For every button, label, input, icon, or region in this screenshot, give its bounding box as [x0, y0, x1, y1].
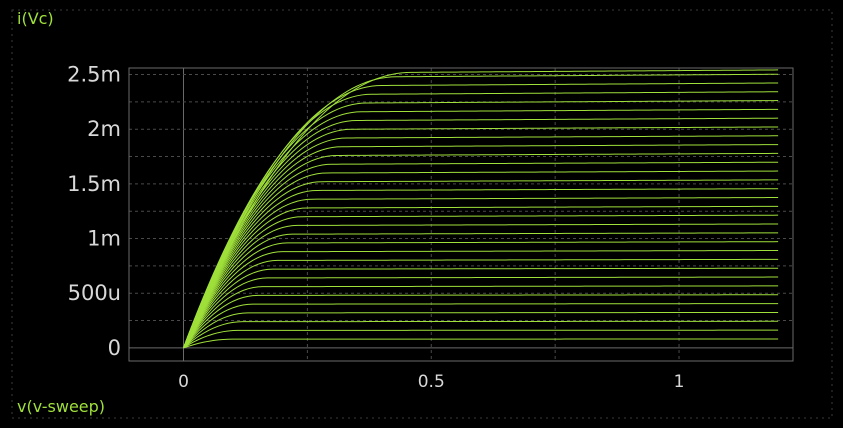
trace-curve-14	[183, 223, 779, 349]
x-tick-label: 0	[178, 372, 189, 392]
trace-curve-21	[183, 161, 779, 349]
trace-curve-29	[183, 91, 779, 349]
trace-curve-32	[183, 69, 779, 349]
trace-curve-6	[183, 294, 779, 349]
trace-curve-13	[183, 232, 779, 349]
y-tick-label: 2m	[87, 117, 121, 141]
trace-curve-12	[183, 241, 779, 349]
trace-curve-23	[183, 144, 779, 349]
trace-curve-3	[183, 320, 779, 349]
trace-curve-17	[183, 197, 779, 349]
trace-curve-31	[183, 73, 779, 349]
y-tick-label: 0	[108, 336, 121, 360]
trace-curve-15	[183, 214, 779, 349]
y-tick-label: 1m	[87, 227, 121, 251]
tick-labels: 0 500u 1m 1.5m 2m 2.5m 0 0.5 1	[67, 63, 684, 392]
trace-curve-4	[183, 311, 779, 349]
trace-curve-25	[183, 126, 779, 349]
trace-curve-20	[183, 170, 779, 349]
plot-border	[128, 67, 794, 362]
trace-curve-11	[183, 250, 779, 349]
trace-curve-18	[183, 188, 779, 349]
x-tick-label: 1	[674, 372, 685, 392]
y-tick-label: 1.5m	[67, 172, 121, 196]
trace-curve-26	[183, 117, 779, 349]
trace-curve-1	[183, 338, 779, 349]
trace-curve-19	[183, 179, 779, 349]
trace-curve-5	[183, 303, 779, 349]
y-axis-label[interactable]: i(Vc)	[17, 9, 54, 28]
x-axis-label[interactable]: v(v-sweep)	[17, 397, 106, 416]
grid	[129, 68, 793, 361]
y-tick-label: 500u	[68, 281, 121, 305]
trace-curve-16	[183, 205, 779, 349]
trace-curve-30	[183, 82, 779, 349]
y-tick-label: 2.5m	[67, 63, 121, 87]
trace-curve-22	[183, 152, 779, 349]
outer-frame	[11, 9, 833, 419]
trace-curve-9	[183, 267, 779, 349]
plot-frame	[11, 9, 833, 419]
trace-curve-10	[183, 258, 779, 349]
trace-curve-27	[183, 108, 779, 349]
trace-group	[183, 69, 779, 349]
trace-curve-7	[183, 285, 779, 349]
trace-curve-8	[183, 276, 779, 349]
trace-curve-2	[183, 329, 779, 349]
x-tick-label: 0.5	[418, 372, 445, 392]
trace-curve-24	[183, 135, 779, 349]
